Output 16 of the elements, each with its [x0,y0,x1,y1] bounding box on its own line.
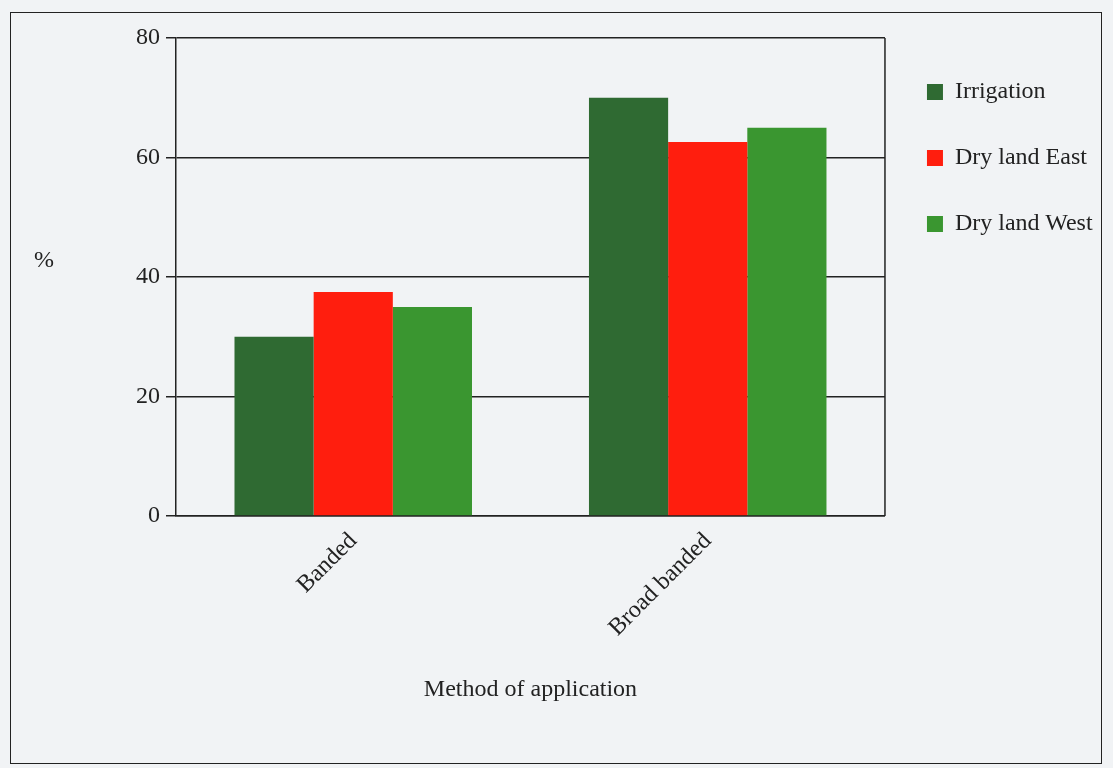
y-tick-label: 0 [148,501,160,528]
bar [747,127,827,516]
y-axis-title: % [34,246,54,273]
legend-label: Dry land West [954,209,1093,236]
bar [668,141,748,516]
bar [392,306,472,516]
bar [234,336,314,516]
bar [313,292,393,516]
y-tick-label: 60 [136,142,160,169]
y-tick-label: 20 [136,381,160,408]
y-tick-label: 40 [136,262,160,289]
legend-label: Irrigation [954,77,1046,104]
legend-label: Dry land East [954,143,1088,170]
y-tick-label: 80 [136,23,160,50]
bar [588,97,669,516]
x-axis-title: Method of application [423,674,638,701]
